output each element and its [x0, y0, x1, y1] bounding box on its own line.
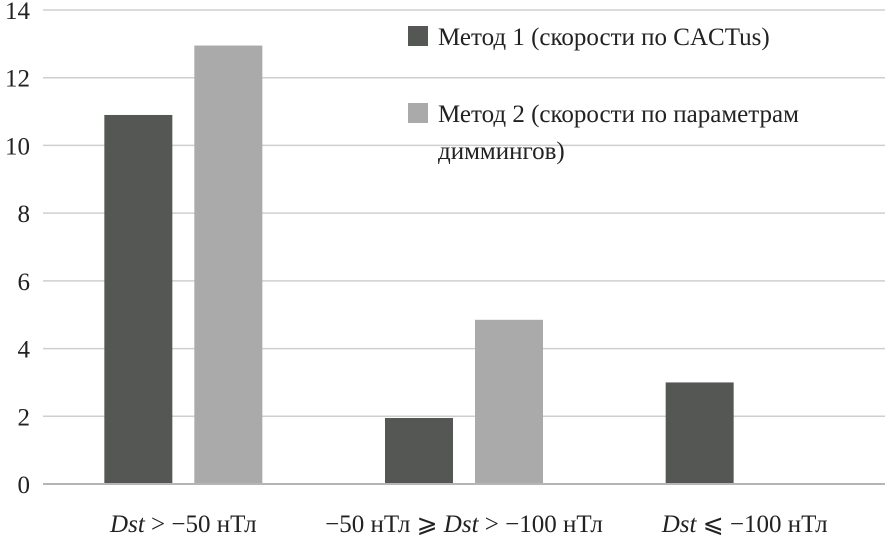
bar-2-1 — [194, 45, 263, 485]
legend-label-1: Метод 1 (скорости по CACTus) — [438, 24, 770, 51]
y-tick-label: 6 — [18, 269, 31, 296]
y-tick-label: 0 — [18, 472, 31, 499]
gridlines — [43, 9, 885, 418]
y-tick-label: 8 — [18, 201, 31, 228]
x-category-label: −50 нТл ⩾ Dst > −100 нТл — [325, 511, 603, 538]
y-axis-ticks: 0 2 4 6 8 10 12 14 — [5, 0, 31, 499]
x-category-label: Dst > −50 нТл — [109, 511, 257, 538]
bars — [104, 45, 734, 485]
legend: Метод 1 (скорости по CACTus) Метод 2 (ско… — [408, 24, 799, 165]
bar-1-1 — [104, 114, 173, 484]
legend-swatch-2 — [408, 103, 428, 123]
legend-swatch-1 — [408, 26, 428, 46]
y-tick-label: 2 — [18, 404, 31, 431]
x-axis-category-labels: Dst > −50 нТл −50 нТл ⩾ Dst > −100 нТл Dst… — [109, 511, 828, 538]
x-category-label: Dst ⩽ −100 нТл — [661, 511, 828, 538]
bar-1-2 — [385, 417, 453, 484]
y-tick-label: 12 — [5, 66, 30, 93]
y-tick-label: 4 — [18, 337, 31, 364]
y-tick-label: 10 — [5, 133, 30, 160]
legend-label-2: Метод 2 (скорости по параметрам диммингов… — [438, 101, 799, 165]
y-tick-label: 14 — [5, 0, 31, 25]
bar-2-2 — [475, 319, 543, 484]
bar-1-3 — [665, 382, 734, 484]
